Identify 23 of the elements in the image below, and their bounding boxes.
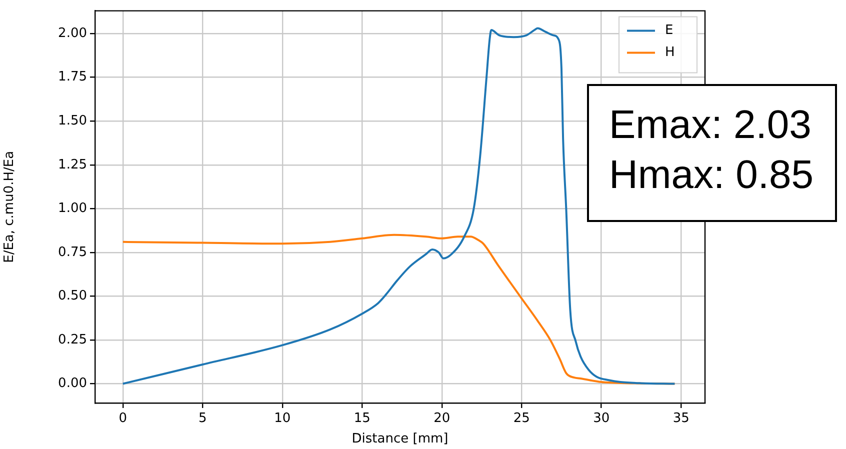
y-tick-label: 0.75 — [58, 244, 87, 260]
y-tick-label: 1.25 — [58, 157, 87, 172]
annotation: Hmax: 0.85 — [609, 152, 815, 199]
x-tick-label: 5 — [198, 411, 207, 426]
x-tick-label: 20 — [434, 411, 450, 426]
y-axis-title: E/Ea, c.mu0.H/Ea — [2, 150, 18, 263]
legend-label: H — [665, 45, 675, 60]
y-tick-label: 0.25 — [58, 332, 87, 348]
y-tick-label: 0.00 — [58, 376, 87, 392]
x-tick-label: 25 — [513, 411, 530, 426]
annotation: Emax: 2.03 — [609, 102, 812, 149]
x-tick-label: 35 — [672, 411, 690, 426]
x-tick-label: 15 — [354, 411, 370, 426]
x-tick-label: 0 — [118, 411, 128, 426]
x-axis-title: Distance [mm] — [352, 432, 448, 447]
y-tick-label: 1.75 — [58, 70, 87, 85]
y-tick-label: 0.50 — [58, 288, 87, 304]
y-tick-label: 1.00 — [58, 201, 87, 216]
y-tick-label: 1.50 — [58, 113, 87, 128]
legend-label: E — [665, 23, 674, 38]
x-tick-label: 10 — [274, 411, 291, 426]
y-tick-label: 2.00 — [58, 26, 87, 41]
x-tick-label: 30 — [593, 411, 610, 426]
